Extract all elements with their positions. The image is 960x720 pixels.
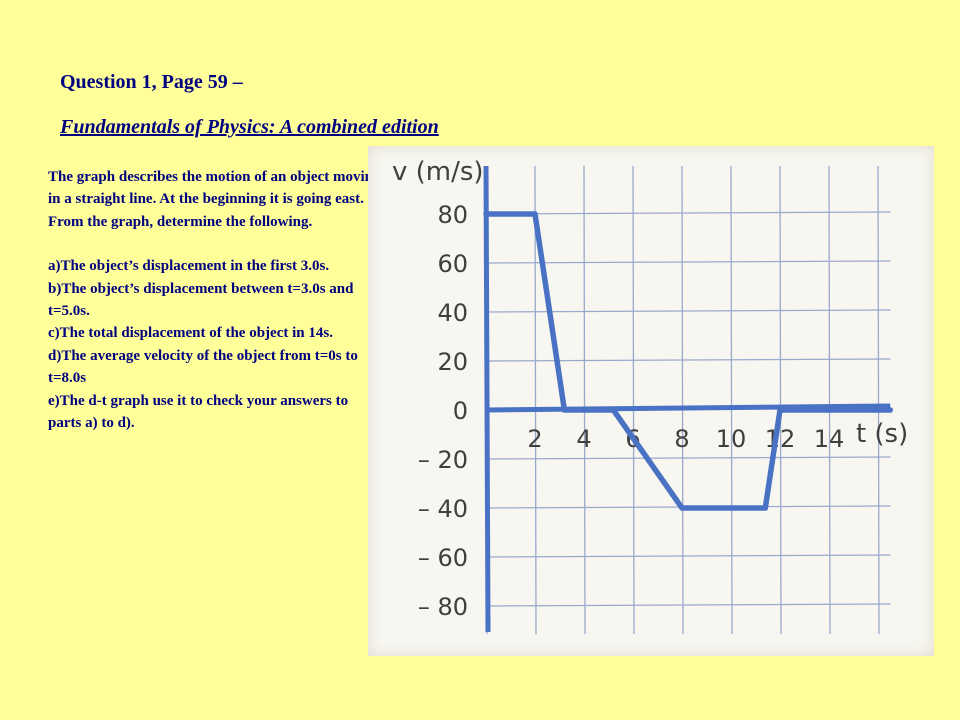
x-tick-label: 10 [716,425,747,453]
y-tick-label: 20 [437,348,468,376]
y-tick-label: – 80 [418,593,468,621]
grid-line-horizontal [485,309,891,313]
x-axis-label: t (s) [856,419,908,449]
grid-line-vertical [681,165,684,635]
grid-line-vertical [730,165,733,635]
grid-line-horizontal [485,211,891,215]
y-tick-label: – 20 [418,446,468,474]
x-axis [485,403,891,413]
question-part-a: a)The object’s displacement in the first… [48,258,330,275]
grid-line-horizontal [485,358,891,362]
question-text: The graph describes the motion of an obj… [48,166,383,434]
grid-line-horizontal [485,456,891,460]
grid-line-vertical [534,165,537,635]
grid-line-vertical [877,165,880,635]
x-tick-label: 4 [576,425,591,453]
grid-line-vertical [779,165,782,635]
question-part-e: e)The d-t graph use it to check your ans… [48,392,349,432]
grid-line-vertical [828,165,831,635]
y-tick-label: 80 [437,201,468,229]
question-part-c: c)The total displacement of the object i… [48,325,333,342]
y-tick-label: 60 [437,250,468,278]
grid-line-vertical [632,165,635,635]
x-tick-label: 12 [765,425,796,453]
x-tick-label: 14 [814,425,845,453]
x-tick-label: 2 [527,425,542,453]
grid-line-horizontal [485,554,891,558]
paragraph-gap [48,233,383,255]
grid-line-vertical [583,165,586,635]
question-intro: The graph describes the motion of an obj… [48,169,381,230]
velocity-time-graph: 80 60 40 20 0– 20– 40– 60– 80 2 4 6 8 10 12 14 v (m/… [368,146,934,656]
y-tick-label: 40 [437,299,468,327]
grid-line-horizontal [485,603,891,607]
question-title: Question 1, Page 59 – [60,71,243,93]
book-title: Fundamentals of Physics: A combined edit… [60,116,439,138]
x-tick-label: 8 [674,425,689,453]
y-tick-label: – 60 [418,544,468,572]
y-tick-label: 0 [453,397,468,425]
grid-line-horizontal [485,260,891,264]
y-tick-label: – 40 [418,495,468,523]
question-part-b: b)The object’s displacement between t=3.… [48,280,354,320]
question-part-d: d)The average velocity of the object fro… [48,347,358,387]
y-axis-label: v (m/s) [392,157,484,187]
velocity-line [483,211,893,511]
y-axis [483,165,491,633]
